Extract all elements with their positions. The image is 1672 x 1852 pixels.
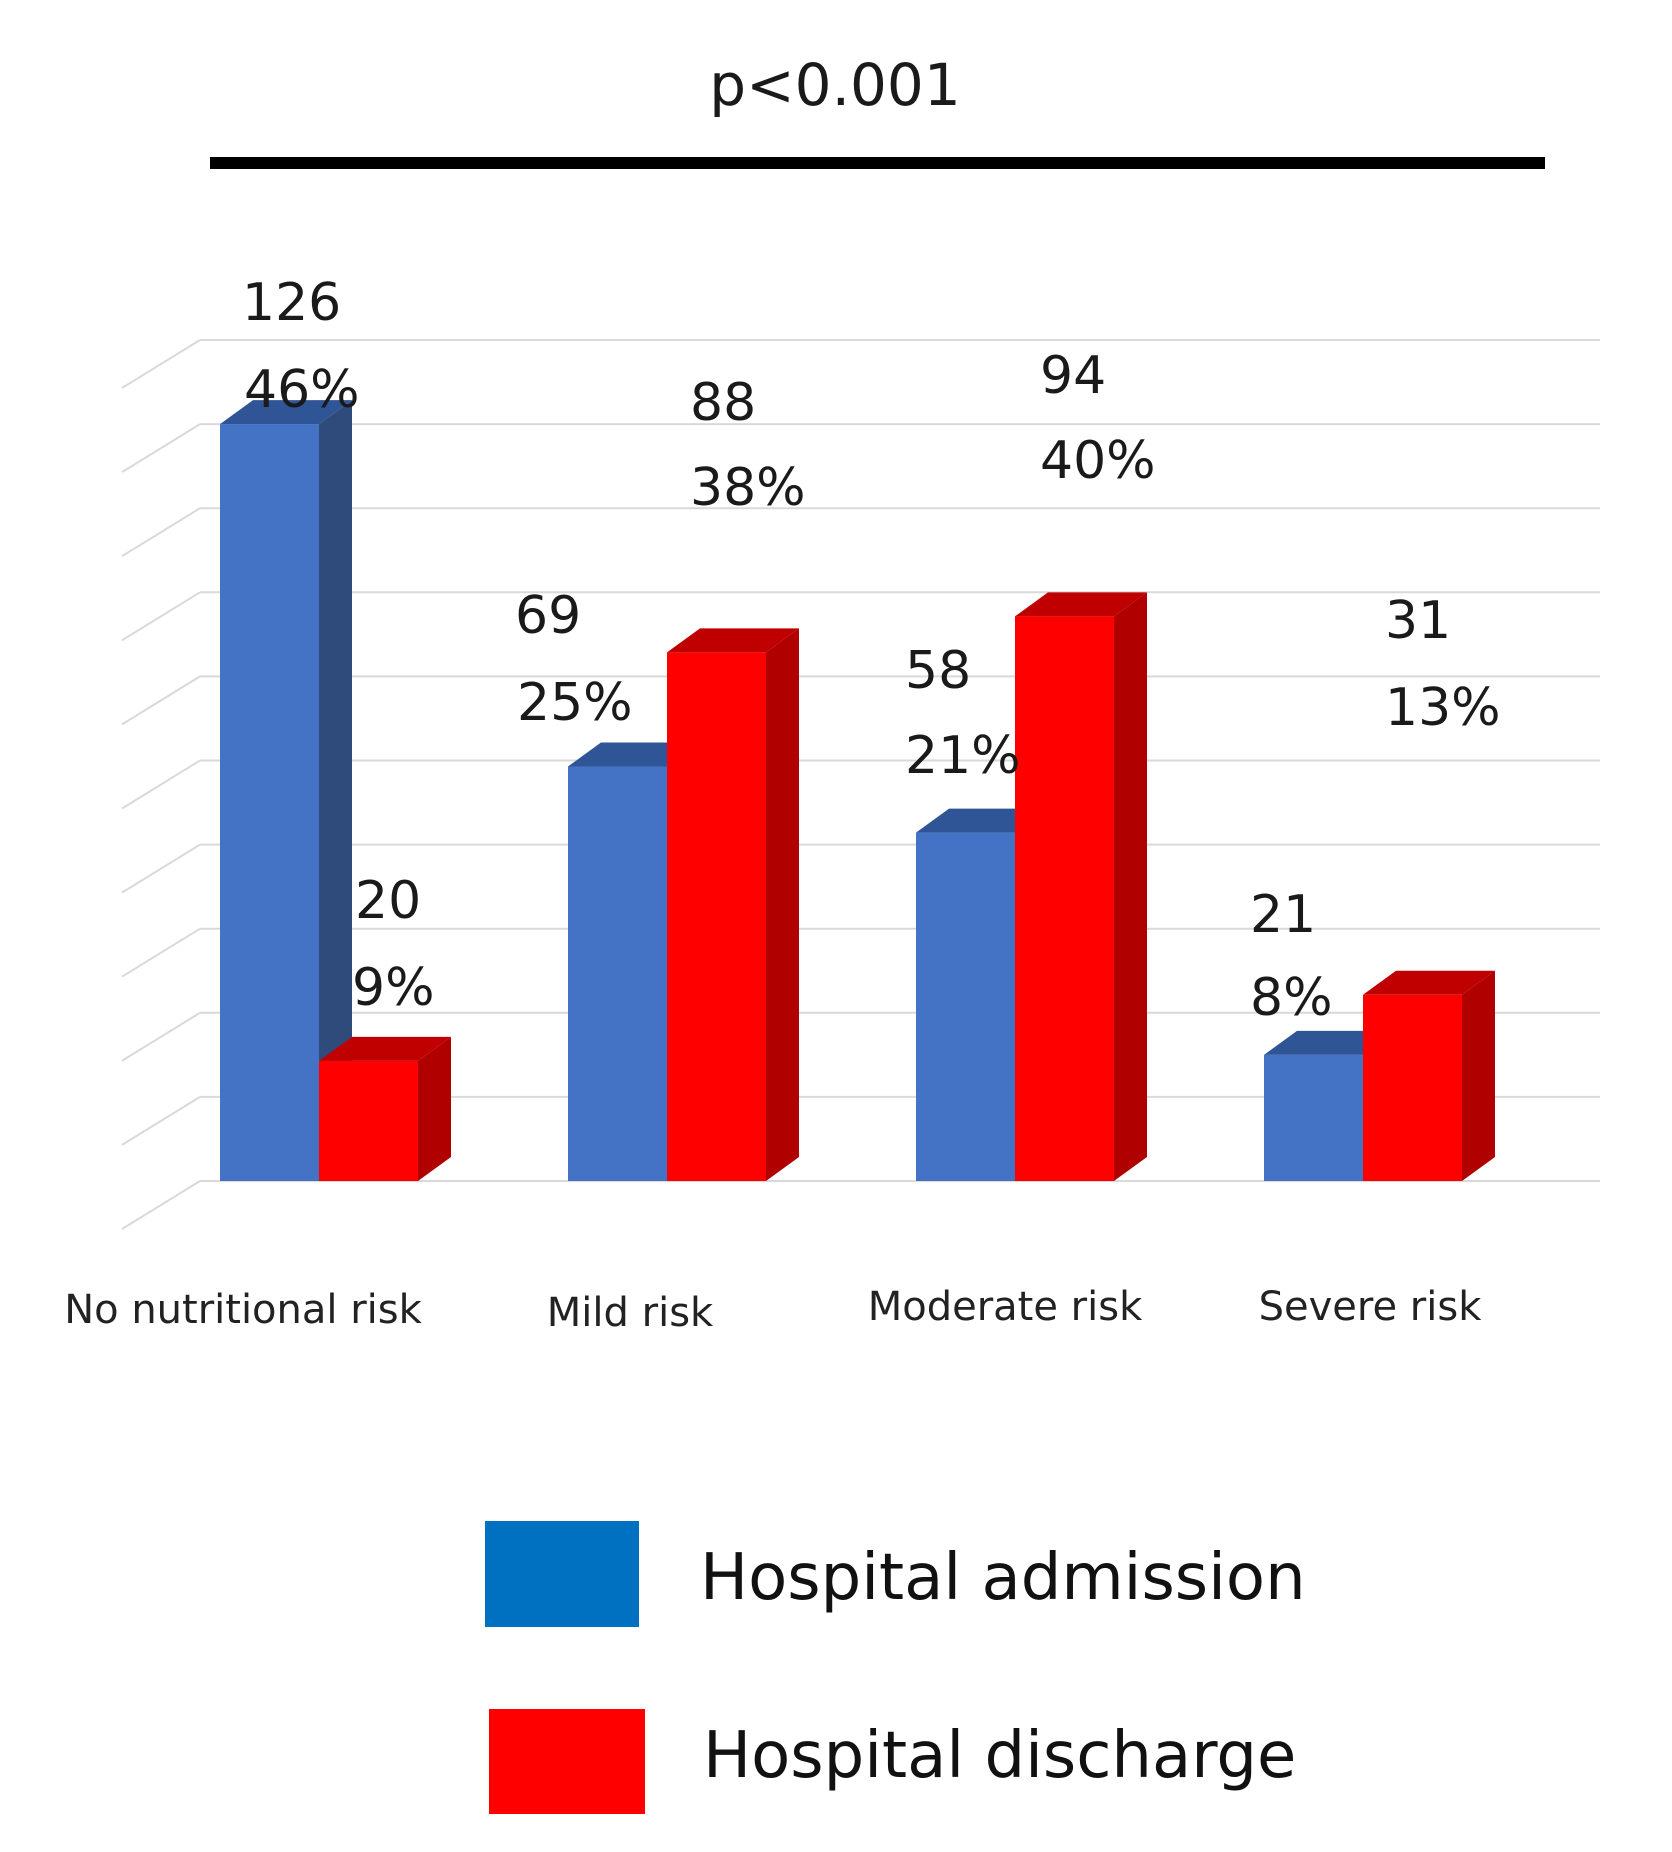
category-label: Mild risk bbox=[547, 1290, 714, 1336]
category-label: Severe risk bbox=[1259, 1284, 1483, 1330]
bar-admission-0 bbox=[220, 400, 352, 1182]
legend: Hospital admission Hospital discharge bbox=[485, 1521, 1306, 1814]
category-labels: No nutritional risk Mild risk Moderate ris… bbox=[64, 1284, 1482, 1336]
data-label-count: 126 bbox=[242, 273, 341, 333]
bar-front bbox=[1015, 616, 1114, 1181]
data-label-percent: 13% bbox=[1385, 678, 1501, 738]
data-label-count: 88 bbox=[690, 373, 756, 433]
data-label-count: 94 bbox=[1040, 346, 1106, 406]
data-label-percent: 25% bbox=[517, 673, 633, 733]
bar-side bbox=[418, 1036, 451, 1181]
gridline-diag bbox=[121, 423, 201, 473]
bar-top bbox=[220, 400, 352, 425]
category-label: No nutritional risk bbox=[64, 1287, 422, 1333]
legend-swatch-hospital-admission bbox=[485, 1521, 639, 1627]
bar-side bbox=[319, 400, 352, 1182]
chart-title: p<0.001 bbox=[709, 51, 960, 119]
gridline-diag bbox=[121, 1011, 201, 1062]
bar-front bbox=[319, 1060, 418, 1181]
gridline-diag bbox=[121, 843, 201, 894]
gridline-diag bbox=[121, 339, 201, 389]
bar-side bbox=[1114, 592, 1147, 1181]
bar-top bbox=[1363, 970, 1495, 995]
gridline-diag bbox=[121, 1096, 201, 1146]
data-label-percent: 38% bbox=[690, 458, 806, 518]
gridline-diag bbox=[121, 591, 201, 642]
bar-discharge-1 bbox=[667, 628, 799, 1181]
gridline-diag bbox=[121, 759, 201, 810]
bar-front bbox=[220, 424, 319, 1182]
bars bbox=[220, 400, 1495, 1182]
legend-label-hospital-discharge: Hospital discharge bbox=[703, 1719, 1296, 1793]
legend-swatch-hospital-discharge bbox=[489, 1709, 645, 1814]
bar-discharge-2 bbox=[1015, 592, 1147, 1181]
bar-top bbox=[319, 1036, 451, 1061]
bar-front bbox=[1363, 994, 1462, 1181]
bar-front bbox=[667, 652, 766, 1181]
bar-top bbox=[667, 628, 799, 653]
data-labels: 126 46% 20 9% 69 25% 88 38% 58 21% 94 40% 21 8% 31 13% bbox=[242, 273, 1501, 1028]
bar-discharge-0 bbox=[319, 1036, 451, 1181]
gridline-diag bbox=[121, 1180, 201, 1230]
bar-side bbox=[766, 628, 799, 1181]
bar-top bbox=[1015, 592, 1147, 617]
bar-discharge-3 bbox=[1363, 970, 1495, 1181]
data-label-percent: 8% bbox=[1250, 968, 1333, 1028]
data-label-count: 31 bbox=[1385, 591, 1451, 651]
bar-front bbox=[568, 766, 667, 1181]
data-label-count: 21 bbox=[1250, 885, 1316, 945]
bar-side bbox=[1462, 970, 1495, 1181]
gridline-diag bbox=[121, 927, 201, 978]
bar-front bbox=[1264, 1054, 1363, 1181]
category-label: Moderate risk bbox=[868, 1284, 1143, 1330]
data-label-count: 58 bbox=[905, 641, 971, 701]
data-label-count: 20 bbox=[355, 871, 421, 931]
legend-label-hospital-admission: Hospital admission bbox=[700, 1541, 1306, 1615]
bar-front bbox=[916, 832, 1015, 1181]
data-label-percent: 40% bbox=[1040, 431, 1156, 491]
data-label-percent: 9% bbox=[352, 958, 435, 1018]
data-label-percent: 46% bbox=[244, 360, 360, 420]
gridline-diag bbox=[121, 675, 201, 726]
data-label-percent: 21% bbox=[905, 726, 1021, 786]
data-label-count: 69 bbox=[515, 586, 581, 646]
gridline-diag bbox=[121, 507, 201, 558]
